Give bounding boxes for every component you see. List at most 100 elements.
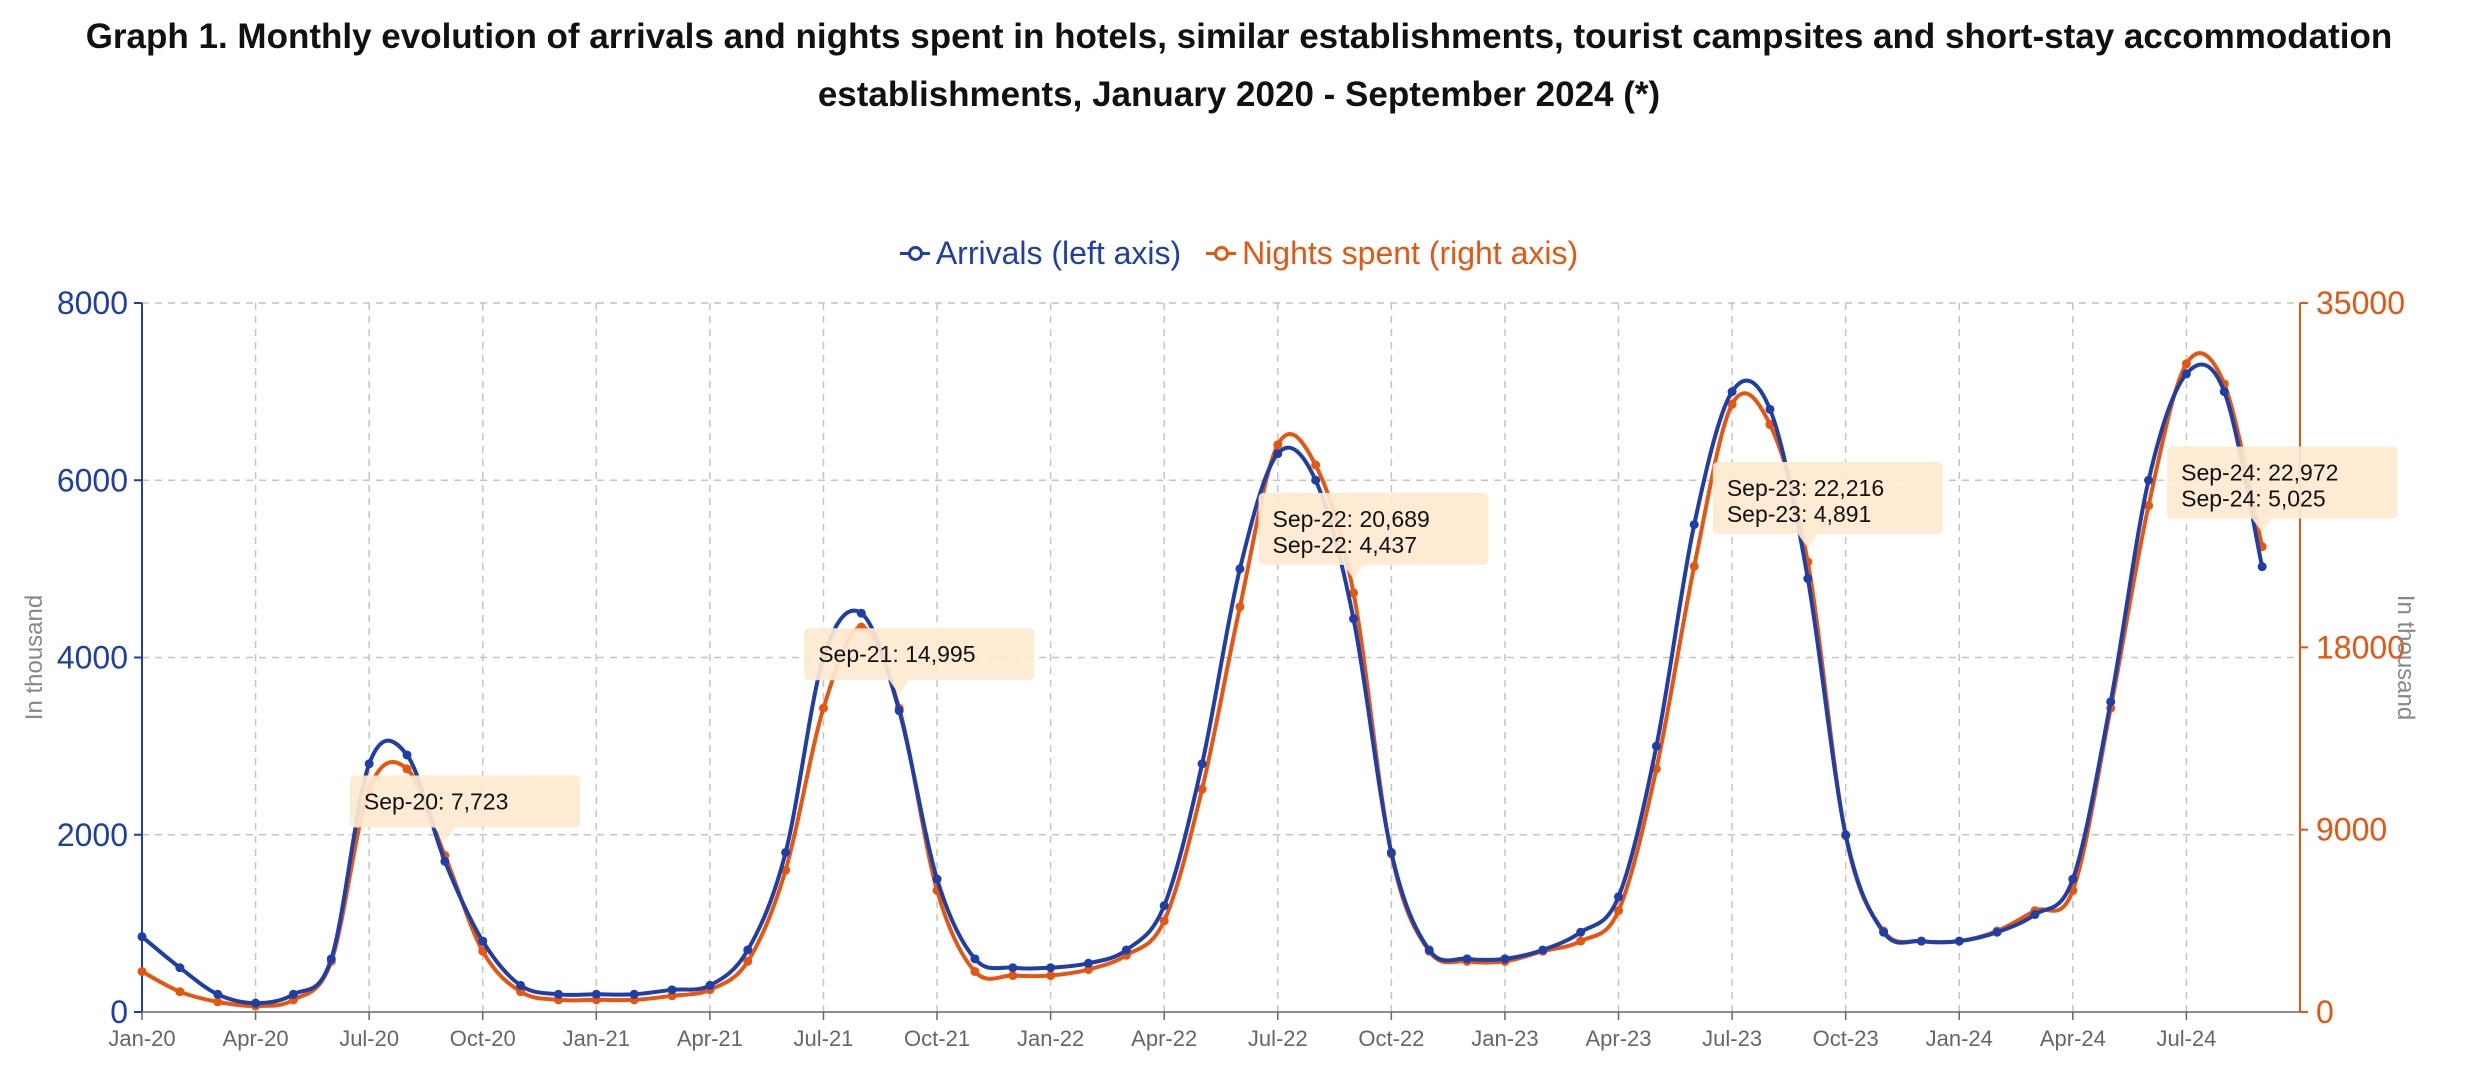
legend-label-nights: Nights spent (right axis) [1242, 234, 1579, 271]
tooltip-text: Sep-24: 5,025 [2181, 486, 2326, 512]
data-point-nights [1576, 936, 1586, 946]
data-point-nights [1235, 602, 1245, 612]
x-tick-label: Jul-20 [339, 1026, 399, 1051]
data-point-arrivals [288, 989, 298, 999]
tooltip: Sep-20: 7,723 [349, 775, 580, 842]
x-tick-label: Apr-22 [1131, 1026, 1197, 1051]
data-point-arrivals [251, 998, 261, 1008]
data-point-nights [1727, 399, 1737, 409]
x-tick-label: Jan-21 [563, 1026, 630, 1051]
data-point-arrivals [2219, 387, 2229, 397]
x-tick-label: Apr-21 [677, 1026, 743, 1051]
data-point-arrivals [1538, 945, 1548, 955]
data-point-arrivals [2144, 475, 2154, 485]
data-point-arrivals [591, 989, 601, 999]
data-point-arrivals [1197, 759, 1207, 769]
x-tick-label: Oct-20 [450, 1026, 516, 1051]
legend-line-icon-nights [1206, 243, 1237, 263]
data-point-arrivals [1349, 614, 1359, 624]
data-point-arrivals [1046, 963, 1056, 973]
x-tick-label: Apr-24 [2040, 1026, 2106, 1051]
data-point-arrivals [1159, 901, 1169, 911]
data-point-nights [137, 966, 147, 976]
data-point-nights [1083, 964, 1093, 974]
data-point-arrivals [1311, 475, 1321, 485]
data-point-arrivals [553, 989, 563, 999]
x-tick-label: Oct-22 [1358, 1026, 1424, 1051]
data-point-arrivals [1576, 927, 1586, 937]
data-point-nights [743, 956, 753, 966]
data-point-arrivals [1765, 404, 1775, 414]
data-point-arrivals [1614, 892, 1624, 902]
tooltip-text: Sep-20: 7,723 [364, 789, 509, 815]
data-point-arrivals [2257, 562, 2267, 572]
x-tick-label: Jan-20 [108, 1026, 175, 1051]
y-left-tick-label: 2000 [57, 817, 128, 853]
data-point-arrivals [1841, 830, 1851, 840]
data-point-arrivals [1273, 449, 1283, 459]
legend-label-arrivals: Arrivals (left axis) [935, 234, 1182, 271]
data-point-arrivals [743, 945, 753, 955]
tooltip-pointer [1797, 533, 1818, 548]
tooltip-pointer [889, 680, 910, 695]
tooltip-pointer [2252, 518, 2273, 533]
data-point-nights [213, 997, 223, 1007]
data-point-arrivals [364, 759, 374, 769]
data-point-arrivals [213, 989, 223, 999]
data-point-nights [402, 764, 412, 774]
tooltip: Sep-21: 14,995 [804, 628, 1035, 695]
tooltip-pointer [434, 827, 455, 842]
data-point-arrivals [629, 989, 639, 999]
legend-item-nights[interactable]: Nights spent (right axis) [1206, 235, 1578, 272]
y-right-tick-label: 18000 [2316, 629, 2405, 665]
x-tick-label: Apr-20 [223, 1026, 289, 1051]
data-point-nights [970, 966, 980, 976]
data-point-nights [818, 703, 828, 713]
data-point-arrivals [781, 847, 791, 857]
data-point-nights [478, 946, 488, 956]
data-point-nights [175, 987, 185, 997]
data-point-nights [1008, 971, 1018, 981]
data-point-arrivals [1727, 387, 1737, 397]
x-tick-label: Jul-21 [794, 1026, 854, 1051]
data-point-arrivals [1386, 847, 1396, 857]
data-point-nights [1349, 588, 1359, 598]
data-point-nights [516, 987, 526, 997]
x-tick-label: Jan-24 [1926, 1026, 1993, 1051]
data-point-arrivals [1083, 958, 1093, 968]
data-point-arrivals [478, 936, 488, 946]
y-left-tick-label: 4000 [57, 640, 128, 676]
x-tick-label: Jan-23 [1471, 1026, 1538, 1051]
series-line-arrivals [140, 362, 2265, 1006]
tooltip-box [1258, 492, 1489, 565]
data-point-nights [1689, 561, 1699, 571]
data-point-nights [2144, 501, 2154, 511]
legend-item-arrivals[interactable]: Arrivals (left axis) [899, 234, 1182, 272]
chart-title: Graph 1. Monthly evolution of arrivals a… [85, 17, 2393, 114]
tooltip-text: Sep-24: 22,972 [2181, 460, 2338, 486]
tooltip-pointer [1343, 564, 1364, 579]
y-right-tick-label: 9000 [2316, 812, 2387, 848]
data-point-arrivals [2030, 910, 2040, 920]
data-point-arrivals [1121, 945, 1131, 955]
data-point-arrivals [2181, 369, 2191, 379]
x-tick-label: Apr-23 [1586, 1026, 1652, 1051]
data-point-nights [1159, 916, 1169, 926]
data-point-arrivals [2106, 697, 2116, 707]
data-point-arrivals [1803, 574, 1813, 584]
data-point-nights [1046, 971, 1056, 981]
tooltip-box [2167, 446, 2398, 519]
data-point-arrivals [516, 980, 526, 990]
tooltip-text: Sep-23: 22,216 [1727, 475, 1884, 501]
data-point-arrivals [1500, 954, 1510, 964]
data-point-arrivals [1879, 927, 1889, 937]
legend: Arrivals (left axis) Nights spent (right… [0, 234, 2478, 272]
tooltip-box [349, 775, 580, 828]
data-point-arrivals [1954, 936, 1964, 946]
x-tick-label: Jul-24 [2156, 1026, 2216, 1051]
data-point-arrivals [402, 750, 412, 760]
